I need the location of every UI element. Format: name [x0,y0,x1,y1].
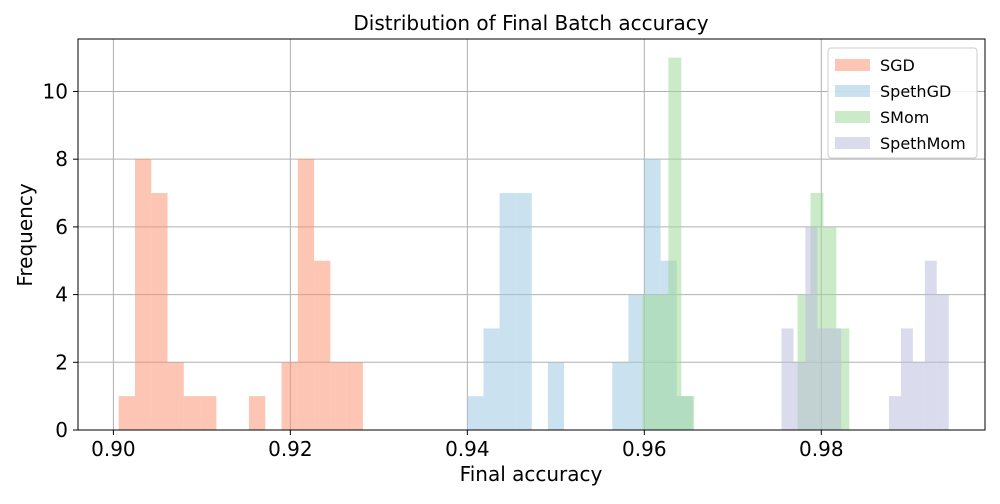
x-tick-label: 0.96 [622,437,667,461]
y-axis-ticks: 0 2 4 6 8 10 [43,79,78,442]
histogram-bar [483,328,500,430]
histogram-bar [912,362,925,430]
histogram-bar [612,362,629,430]
histogram-bar [281,362,298,430]
histogram-bar [134,159,152,430]
histogram-bar [118,396,135,430]
histogram-bar [888,396,901,430]
y-axis-label: Frequency [13,183,37,286]
chart-title: Distribution of Final Batch accuracy [353,11,708,35]
histogram-bar [781,328,794,430]
histogram-bar [151,193,168,430]
histogram-bar [314,260,331,430]
series-sgd-bars [118,159,363,430]
histogram-bar [805,226,818,430]
y-tick-label: 2 [55,350,68,374]
histogram-bar [900,328,913,430]
histogram-bar [817,328,830,430]
legend-swatch-sgd [835,59,870,71]
histogram-bar [681,396,695,430]
histogram-bar [346,362,363,430]
series-spethmom-bars [781,226,949,430]
y-tick-label: 10 [43,79,68,103]
histogram-bar [829,328,842,430]
legend-label-spethgd: SpethGD [880,82,951,101]
legend-swatch-spethgd [835,85,870,97]
histogram-bar [668,57,682,430]
histogram-bar [499,193,516,430]
y-tick-label: 6 [55,215,68,239]
legend-label-sgd: SGD [880,56,915,75]
x-tick-label: 0.98 [799,437,844,461]
histogram-bar [467,396,484,430]
y-tick-label: 8 [55,147,68,171]
histogram-bar [297,159,315,430]
y-tick-label: 0 [55,418,68,442]
histogram-bar [655,294,669,430]
histogram-bar [628,294,645,430]
legend-box [827,47,978,159]
histogram-bar [936,294,949,430]
legend-swatch-spethmom [835,137,870,149]
legend-swatch-smom [835,111,870,123]
histogram-bars [118,57,949,430]
plot-frame [77,38,986,431]
legend: SGD SpethGD SMom SpethMom [827,47,978,159]
histogram-bar [924,260,937,430]
x-axis-label: Final accuracy [460,462,603,486]
histogram-bar [167,362,184,430]
x-tick-label: 0.92 [268,437,313,461]
histogram-bar [515,193,532,430]
histogram-bar [330,362,347,430]
histogram-bar [248,396,266,430]
y-tick-label: 4 [55,283,68,307]
histogram-bar [547,362,564,430]
x-tick-label: 0.90 [91,437,136,461]
histogram-bar [642,294,656,430]
legend-label-spethmom: SpethMom [880,134,966,153]
x-axis-ticks: 0.90 0.92 0.94 0.96 0.98 [91,430,844,461]
histogram-bar [793,362,806,430]
histogram-bar [200,396,217,430]
legend-label-smom: SMom [880,108,929,127]
x-tick-label: 0.94 [445,437,490,461]
histogram-bar [183,396,201,430]
